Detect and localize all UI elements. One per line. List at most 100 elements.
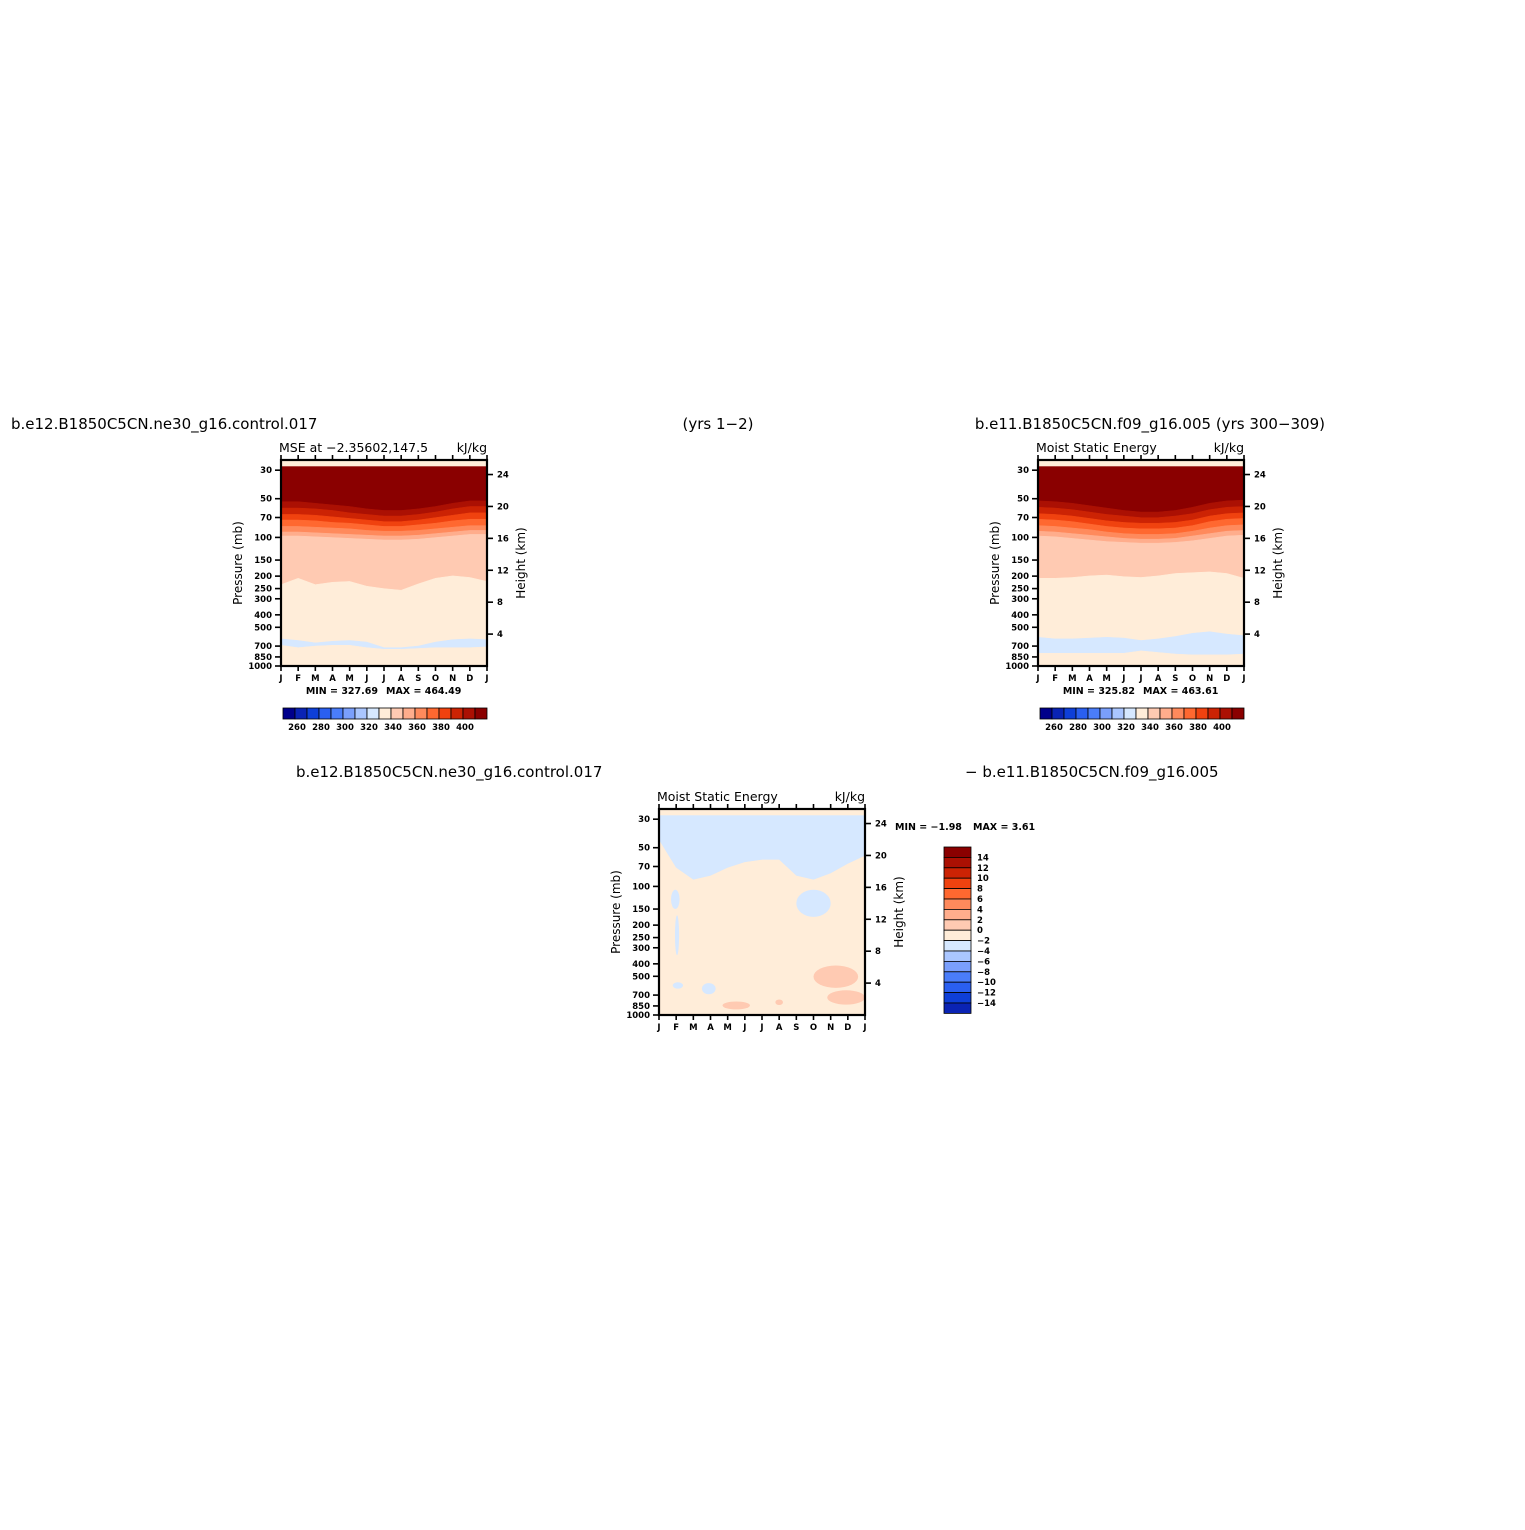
cbar-1-label-4: 340: [384, 723, 402, 733]
panel-3-xtick-label-8: S: [793, 1023, 799, 1033]
panel-3-blob-0: [671, 889, 680, 909]
panel-3-xtick-label-4: M: [723, 1023, 731, 1033]
cbar-2-label-5: 360: [1165, 723, 1183, 733]
panel-3-ytick-label-2: 70: [638, 862, 650, 872]
cbar-2-box-7: [1123, 707, 1137, 720]
panel-2-xtick-label-3: A: [1086, 674, 1093, 684]
panel-3-field: [659, 809, 865, 1015]
cbar-1-box-2: [306, 707, 320, 720]
panel-2-y2tick-label-0: 4: [1254, 630, 1260, 640]
cbar-2-box-4: [1087, 707, 1101, 720]
panel-1-xtick-label-6: J: [381, 674, 385, 684]
cbar-1-box-10: [402, 707, 416, 720]
panel-3-blob-7: [813, 965, 859, 988]
panel-3: J F M A M J J A S O N D J305070100150200250300400500…: [609, 789, 1035, 1033]
cbar-3-box-8: [943, 929, 972, 942]
panel-3-y2tick-label-2: 12: [875, 915, 887, 925]
panel-2-field: [1038, 460, 1244, 666]
panel-1-ytick-label-0: 30: [260, 466, 272, 476]
panel-1-ytick-label-5: 200: [254, 572, 272, 582]
cbar-3-label-14: −14: [977, 999, 996, 1009]
panel-3-blob-6: [775, 999, 783, 1006]
panel-1-xtick-label-4: M: [345, 674, 353, 684]
panel-1-ytick-label-8: 400: [254, 611, 272, 621]
cbar-1-box-6: [354, 707, 368, 720]
cbar-1-box-13: [438, 707, 452, 720]
panel-3-ytick-label-3: 100: [632, 882, 650, 892]
panel-1-xtick-label-10: N: [449, 674, 456, 684]
panel-1-ytick-label-4: 150: [254, 556, 272, 566]
panel-3-ytick-label-0: 30: [638, 815, 650, 825]
panel-1-y2tick-label-0: 4: [497, 630, 503, 640]
panel-3-y2tick-label-0: 4: [875, 979, 881, 989]
panel-2-max-label: MAX = 463.61: [1143, 686, 1218, 697]
panel-3-xtick-label-0: J: [656, 1023, 660, 1033]
cbar-3-box-10: [943, 950, 972, 962]
panel-3-xtick-label-5: J: [742, 1023, 746, 1033]
panel-1-units: kJ/kg: [457, 440, 487, 455]
cbar-1-box-15: [462, 707, 476, 720]
panel-1-y2tick-label-4: 20: [497, 502, 509, 512]
panel-2-y2tick-label-3: 16: [1254, 534, 1266, 544]
panel-2-y2tick-label-4: 20: [1254, 502, 1266, 512]
cbar-1-box-3: [318, 707, 332, 720]
panel-3-ytick-label-9: 500: [632, 972, 650, 982]
panel-1-y2tick-label-5: 24: [497, 471, 509, 481]
cbar-3-label-11: −8: [977, 968, 990, 978]
panel-3-y2tick-label-3: 16: [875, 883, 887, 893]
top-center-title: (yrs 1−2): [683, 415, 754, 433]
top-left-title: b.e12.B1850C5CN.ne30_g16.control.017: [11, 415, 317, 434]
panel-2-y2tick-label-1: 8: [1254, 598, 1260, 608]
bottom-left-title: b.e12.B1850C5CN.ne30_g16.control.017: [296, 763, 602, 782]
panel-1-y2label: Height (km): [514, 527, 528, 598]
panel-2-xtick-label-9: O: [1189, 674, 1196, 684]
cbar-1-label-5: 360: [408, 723, 426, 733]
panel-3-min-label: MIN = −1.98: [895, 822, 962, 833]
cbar-3-label-5: 4: [977, 905, 983, 915]
cbar-3-label-2: 10: [977, 874, 989, 884]
panel-1-y2tick-label-1: 8: [497, 598, 503, 608]
panel-1-xtick-label-8: S: [415, 674, 421, 684]
panel-3-xtick-label-10: N: [827, 1023, 834, 1033]
cbar-2-box-8: [1135, 707, 1149, 720]
panel-1: J F M A M J J A S O N D J305070100150200250300400500…: [231, 440, 528, 697]
panel-2-ytick-label-0: 30: [1017, 466, 1029, 476]
cbar-1-box-14: [450, 707, 464, 720]
panel-2-y2tick-label-2: 12: [1254, 566, 1266, 576]
cbar-2-box-9: [1147, 707, 1161, 720]
panel-2-xtick-label-12: J: [1241, 674, 1245, 684]
panel-3-xtick-label-7: A: [776, 1023, 783, 1033]
panel-2-xtick-label-10: N: [1206, 674, 1213, 684]
panel-3-ylabel: Pressure (mb): [609, 870, 623, 954]
panel-3-xtick-label-1: F: [673, 1023, 679, 1033]
cbar-1-box-9: [390, 707, 404, 720]
cbar-1-label-7: 400: [456, 723, 474, 733]
panel-1-ytick-label-2: 70: [260, 513, 272, 523]
cbar-3-label-1: 12: [977, 864, 989, 874]
cbar-2-box-14: [1207, 707, 1221, 720]
panel-2-xtick-label-0: J: [1035, 674, 1039, 684]
panel-2-ytick-label-8: 400: [1011, 611, 1029, 621]
cbar-1-box-7: [366, 707, 380, 720]
cbar-3-box-11: [943, 961, 972, 973]
cbar-3-box-13: [943, 981, 972, 994]
colorbar-panel-2: 260 280 300 320 340 360 380 400: [1039, 707, 1245, 733]
cbar-3-label-12: −10: [977, 978, 996, 988]
cbar-3-label-6: 2: [977, 916, 983, 926]
panel-3-xtick-label-11: D: [844, 1023, 851, 1033]
cbar-2-box-13: [1195, 707, 1209, 720]
panel-1-xtick-label-3: A: [329, 674, 336, 684]
panel-3-y2tick-label-5: 24: [875, 820, 887, 830]
cbar-3-box-3: [943, 877, 972, 890]
panel-1-ytick-label-3: 100: [254, 533, 272, 543]
cbar-2-box-0: [1039, 707, 1053, 720]
panel-3-ytick-label-11: 850: [632, 1002, 650, 1012]
panel-2-xtick-label-8: S: [1172, 674, 1178, 684]
panel-2-ytick-label-7: 300: [1011, 595, 1029, 605]
panel-2-units: kJ/kg: [1214, 440, 1244, 455]
cbar-3-label-7: 0: [977, 926, 983, 936]
cbar-2-box-3: [1075, 707, 1089, 720]
cbar-1-label-3: 320: [360, 723, 378, 733]
panel-3-ytick-label-7: 300: [632, 944, 650, 954]
panel-3-ytick-label-4: 150: [632, 905, 650, 915]
